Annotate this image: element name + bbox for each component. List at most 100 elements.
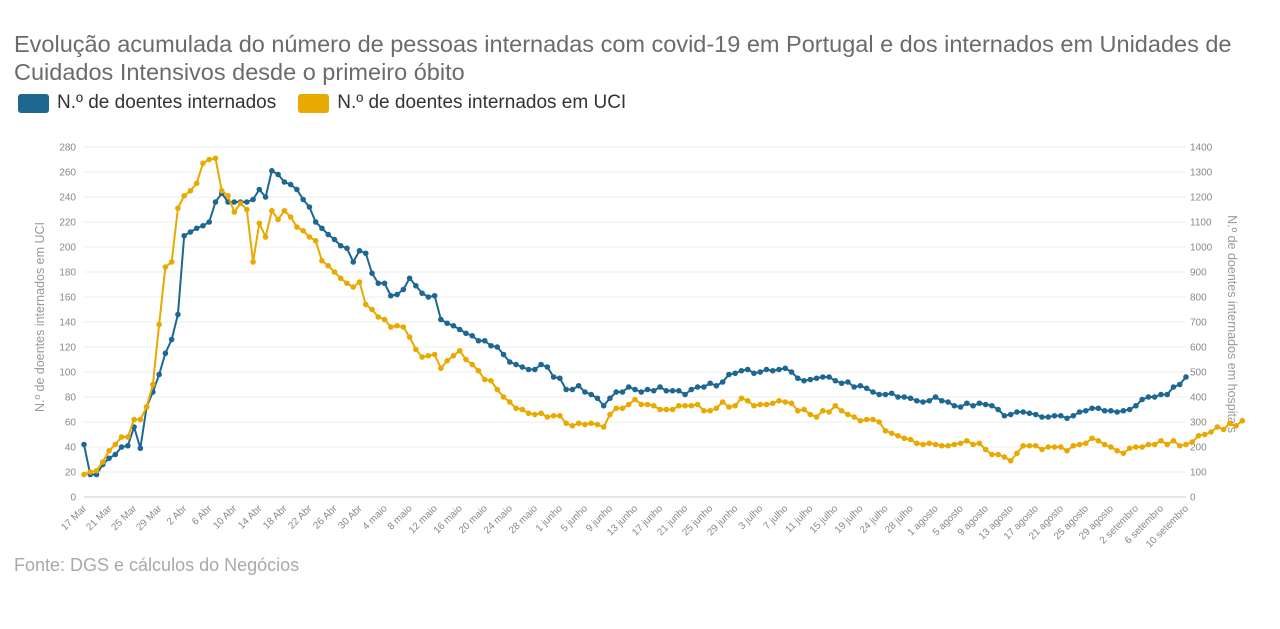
data-point[interactable] bbox=[1108, 444, 1114, 450]
data-point[interactable] bbox=[1026, 442, 1033, 449]
data-point[interactable] bbox=[1070, 412, 1077, 419]
data-point[interactable] bbox=[719, 399, 726, 405]
data-point[interactable] bbox=[1158, 391, 1164, 398]
data-point[interactable] bbox=[344, 245, 350, 252]
data-point[interactable] bbox=[707, 380, 713, 387]
data-point[interactable] bbox=[569, 386, 576, 393]
data-point[interactable] bbox=[575, 420, 582, 427]
data-point[interactable] bbox=[250, 259, 256, 265]
data-point[interactable] bbox=[657, 384, 663, 390]
data-point[interactable] bbox=[1007, 411, 1014, 418]
data-point[interactable] bbox=[951, 402, 958, 409]
data-point[interactable] bbox=[1051, 412, 1058, 419]
data-point[interactable] bbox=[744, 366, 751, 373]
data-point[interactable] bbox=[882, 391, 889, 398]
data-point[interactable] bbox=[1139, 396, 1145, 403]
data-point[interactable] bbox=[820, 407, 826, 414]
data-point[interactable] bbox=[550, 412, 557, 419]
data-point[interactable] bbox=[212, 199, 219, 205]
data-point[interactable] bbox=[369, 270, 375, 277]
data-point[interactable] bbox=[1026, 410, 1033, 417]
data-point[interactable] bbox=[381, 316, 388, 323]
data-point[interactable] bbox=[619, 405, 626, 412]
data-point[interactable] bbox=[625, 401, 632, 408]
data-point[interactable] bbox=[456, 326, 463, 333]
data-point[interactable] bbox=[957, 440, 964, 447]
data-point[interactable] bbox=[694, 401, 701, 408]
data-point[interactable] bbox=[588, 420, 594, 427]
data-point[interactable] bbox=[913, 440, 920, 447]
data-point[interactable] bbox=[312, 237, 319, 244]
data-point[interactable] bbox=[168, 259, 175, 265]
data-point[interactable] bbox=[394, 291, 400, 298]
data-point[interactable] bbox=[400, 286, 407, 293]
data-point[interactable] bbox=[394, 322, 400, 329]
data-point[interactable] bbox=[907, 436, 914, 443]
data-point[interactable] bbox=[275, 171, 281, 178]
data-point[interactable] bbox=[125, 434, 131, 440]
data-point[interactable] bbox=[1208, 429, 1214, 435]
data-point[interactable] bbox=[713, 382, 720, 389]
data-point[interactable] bbox=[920, 441, 926, 448]
data-point[interactable] bbox=[707, 407, 713, 414]
data-point[interactable] bbox=[632, 386, 638, 393]
data-point[interactable] bbox=[143, 404, 150, 410]
data-point[interactable] bbox=[826, 409, 832, 415]
data-point[interactable] bbox=[206, 219, 213, 225]
data-point[interactable] bbox=[419, 354, 425, 360]
data-point[interactable] bbox=[87, 469, 94, 475]
data-point[interactable] bbox=[106, 447, 112, 454]
data-point[interactable] bbox=[1176, 381, 1183, 388]
data-point[interactable] bbox=[838, 407, 845, 414]
data-point[interactable] bbox=[575, 382, 582, 389]
data-point[interactable] bbox=[688, 386, 695, 393]
data-point[interactable] bbox=[857, 417, 864, 424]
data-point[interactable] bbox=[976, 440, 983, 447]
data-point[interactable] bbox=[312, 219, 319, 225]
data-point[interactable] bbox=[494, 386, 501, 393]
data-point[interactable] bbox=[932, 441, 939, 448]
data-point[interactable] bbox=[131, 416, 137, 423]
data-point[interactable] bbox=[1014, 450, 1020, 457]
data-point[interactable] bbox=[475, 337, 482, 344]
data-point[interactable] bbox=[582, 389, 588, 395]
data-point[interactable] bbox=[964, 437, 970, 444]
data-point[interactable] bbox=[1183, 374, 1189, 380]
data-point[interactable] bbox=[269, 207, 275, 214]
data-point[interactable] bbox=[757, 369, 764, 375]
data-point[interactable] bbox=[287, 181, 294, 188]
data-point[interactable] bbox=[970, 441, 976, 448]
data-point[interactable] bbox=[469, 332, 476, 339]
data-point[interactable] bbox=[281, 207, 288, 214]
data-point[interactable] bbox=[187, 229, 194, 235]
data-point[interactable] bbox=[795, 407, 801, 414]
data-point[interactable] bbox=[882, 427, 889, 434]
data-point[interactable] bbox=[513, 361, 519, 368]
data-point[interactable] bbox=[375, 280, 382, 287]
data-point[interactable] bbox=[450, 322, 457, 329]
data-point[interactable] bbox=[782, 399, 789, 405]
data-point[interactable] bbox=[538, 361, 544, 368]
data-point[interactable] bbox=[369, 306, 375, 313]
data-point[interactable] bbox=[506, 359, 513, 365]
data-point[interactable] bbox=[400, 324, 407, 330]
data-point[interactable] bbox=[970, 402, 976, 409]
data-point[interactable] bbox=[726, 404, 732, 410]
data-point[interactable] bbox=[193, 225, 200, 232]
data-point[interactable] bbox=[945, 442, 951, 449]
data-point[interactable] bbox=[932, 394, 939, 400]
data-point[interactable] bbox=[801, 406, 807, 413]
data-point[interactable] bbox=[751, 402, 757, 409]
data-point[interactable] bbox=[769, 400, 776, 407]
data-point[interactable] bbox=[838, 380, 845, 387]
data-point[interactable] bbox=[763, 366, 770, 373]
data-point[interactable] bbox=[175, 311, 181, 318]
data-point[interactable] bbox=[350, 259, 357, 265]
data-point[interactable] bbox=[1032, 411, 1039, 418]
data-point[interactable] bbox=[1076, 441, 1083, 448]
data-point[interactable] bbox=[456, 347, 463, 354]
data-point[interactable] bbox=[1114, 409, 1120, 415]
data-point[interactable] bbox=[807, 411, 814, 418]
data-point[interactable] bbox=[563, 386, 569, 393]
data-point[interactable] bbox=[112, 451, 119, 458]
